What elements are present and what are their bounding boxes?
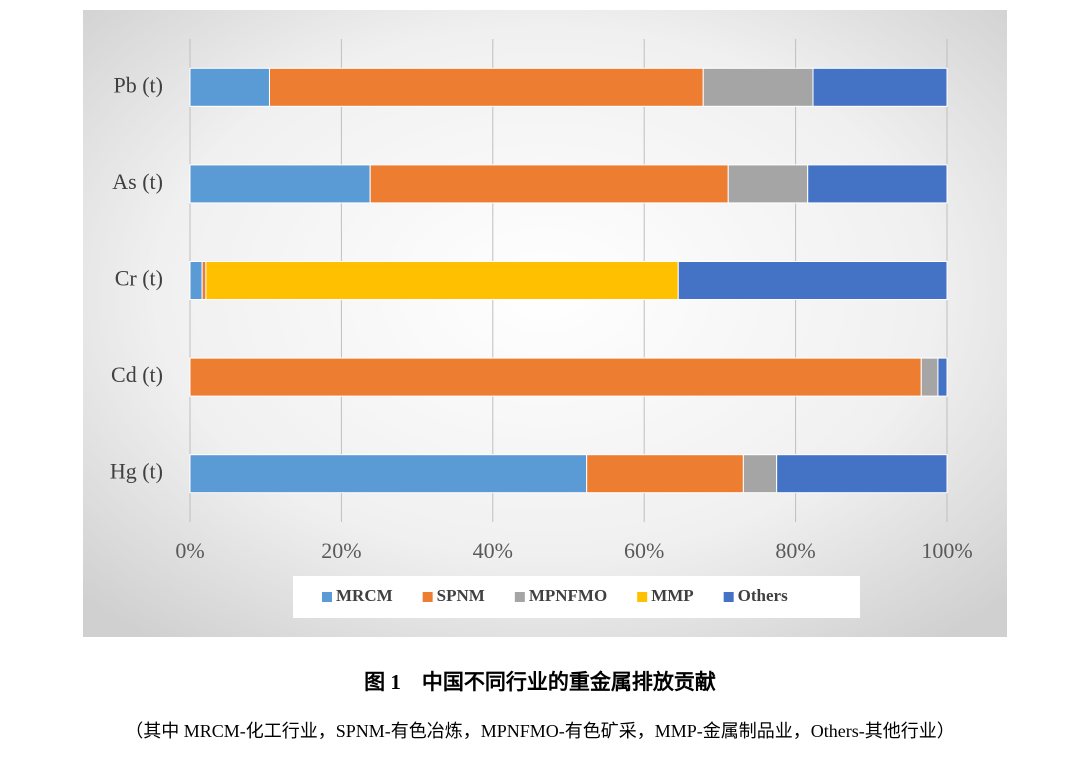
bar-segment <box>189 454 588 494</box>
y-tick-label: Hg (t) <box>110 459 163 484</box>
bar-segment <box>586 454 744 494</box>
bar-segment <box>812 67 948 107</box>
bar-segment <box>189 67 270 107</box>
bar-segment <box>702 67 814 107</box>
y-tick-label: Cr (t) <box>115 266 163 291</box>
bar-segment <box>201 261 207 300</box>
bar-segment <box>189 357 922 397</box>
legend-label: MRCM <box>336 586 393 605</box>
x-tick-label: 0% <box>175 538 204 563</box>
x-tick-label: 60% <box>624 538 664 563</box>
bar-segment <box>677 261 948 300</box>
bar-segment <box>205 261 679 300</box>
y-tick-label: As (t) <box>112 169 163 194</box>
bar-segment <box>742 454 778 494</box>
bar-segment <box>776 454 948 494</box>
bar-segment <box>920 357 939 397</box>
bar-segment <box>807 164 948 204</box>
bar-segment <box>937 357 948 397</box>
bar-segment <box>189 164 371 204</box>
x-tick-label: 80% <box>775 538 815 563</box>
x-tick-label: 20% <box>321 538 361 563</box>
bar-segment <box>727 164 809 204</box>
legend-swatch <box>514 592 525 602</box>
bar-segment <box>268 67 704 107</box>
bar-segment <box>189 261 203 300</box>
x-tick-label: 100% <box>921 538 972 563</box>
legend-label: MMP <box>651 586 693 605</box>
chart-background <box>83 10 1007 637</box>
caption-note: （其中 MRCM-化工行业，SPNM-有色冶炼，MPNFMO-有色矿采，MMP-… <box>125 721 955 741</box>
legend-label: Others <box>738 586 788 605</box>
y-tick-label: Pb (t) <box>114 72 164 97</box>
y-tick-label: Cd (t) <box>111 362 163 387</box>
bar-segment <box>369 164 729 204</box>
legend-label: MPNFMO <box>529 586 607 605</box>
legend-swatch <box>422 592 433 602</box>
legend-swatch <box>723 592 734 602</box>
legend-box <box>293 576 860 618</box>
legend-label: SPNM <box>437 586 485 605</box>
x-tick-label: 40% <box>473 538 513 563</box>
legend-swatch <box>637 592 648 602</box>
legend-swatch <box>322 592 332 602</box>
caption: 图 1 中国不同行业的重金属排放贡献 <box>364 670 716 694</box>
